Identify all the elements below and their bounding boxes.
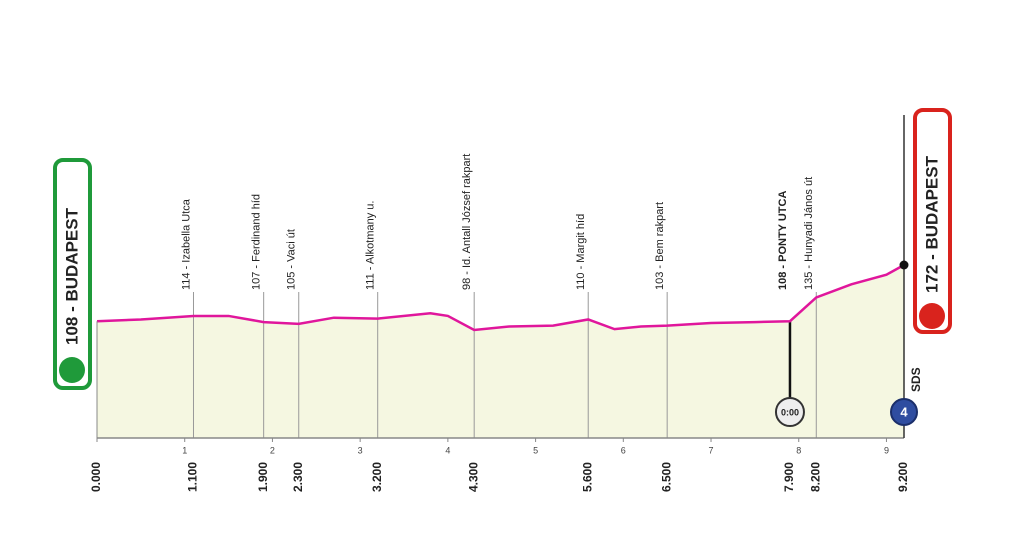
sds-number: 4 [900,404,908,419]
km-label: 8.200 [808,462,822,492]
km-label: 2.300 [291,462,305,492]
timecheck-time: 0:00 [781,407,799,417]
x-tick-label: 4 [445,445,450,455]
finish-sign [913,108,952,334]
km-label: 5.600 [580,462,594,492]
x-tick-label: 8 [796,445,801,455]
landmark-label: 105 - Vaci út [286,229,298,290]
finish-label: 172 - BUDAPEST [922,155,941,293]
start-label: 108 - BUDAPEST [62,207,81,345]
sds-label: SDS [909,367,923,392]
x-tick-label: 2 [270,445,275,455]
x-tick-label: 6 [621,445,626,455]
x-tick-label: 5 [533,445,538,455]
landmark-label: 98 - Id. Antall József rakpart [461,154,473,290]
x-tick-label: 3 [358,445,363,455]
km-label: 9.200 [896,462,910,492]
landmark-label: 108 - PONTY UTCA [777,191,789,290]
km-label: 3.200 [370,462,384,492]
start-icon [59,357,85,383]
km-label: 1.900 [256,462,270,492]
finish-icon [919,303,945,329]
profile-line [96,263,905,332]
x-tick-label: 9 [884,445,889,455]
start-sign [53,158,92,390]
km-label: 1.100 [186,462,200,492]
landmark-label: 111 - Alkotmany u. [365,201,377,290]
landmark-label: 114 - Izabella Utca [180,198,192,290]
finish-dot [899,260,909,270]
timecheck-icon [774,397,805,427]
km-label: 7.900 [782,462,796,492]
km-label: 4.300 [466,462,480,492]
landmark-label: 135 - Hunyadi János út [803,177,815,290]
km-label: 6.500 [659,462,673,492]
km-label: 0.000 [89,462,103,492]
landmark-label: 110 - Margit híd [575,214,587,290]
x-tick-label: 7 [709,445,714,455]
sds-icon [890,398,918,426]
x-tick-label: 1 [182,445,187,455]
landmark-label: 103 - Bem rakpart [654,202,666,290]
landmark-label: 107 - Ferdinand híd [251,194,263,290]
